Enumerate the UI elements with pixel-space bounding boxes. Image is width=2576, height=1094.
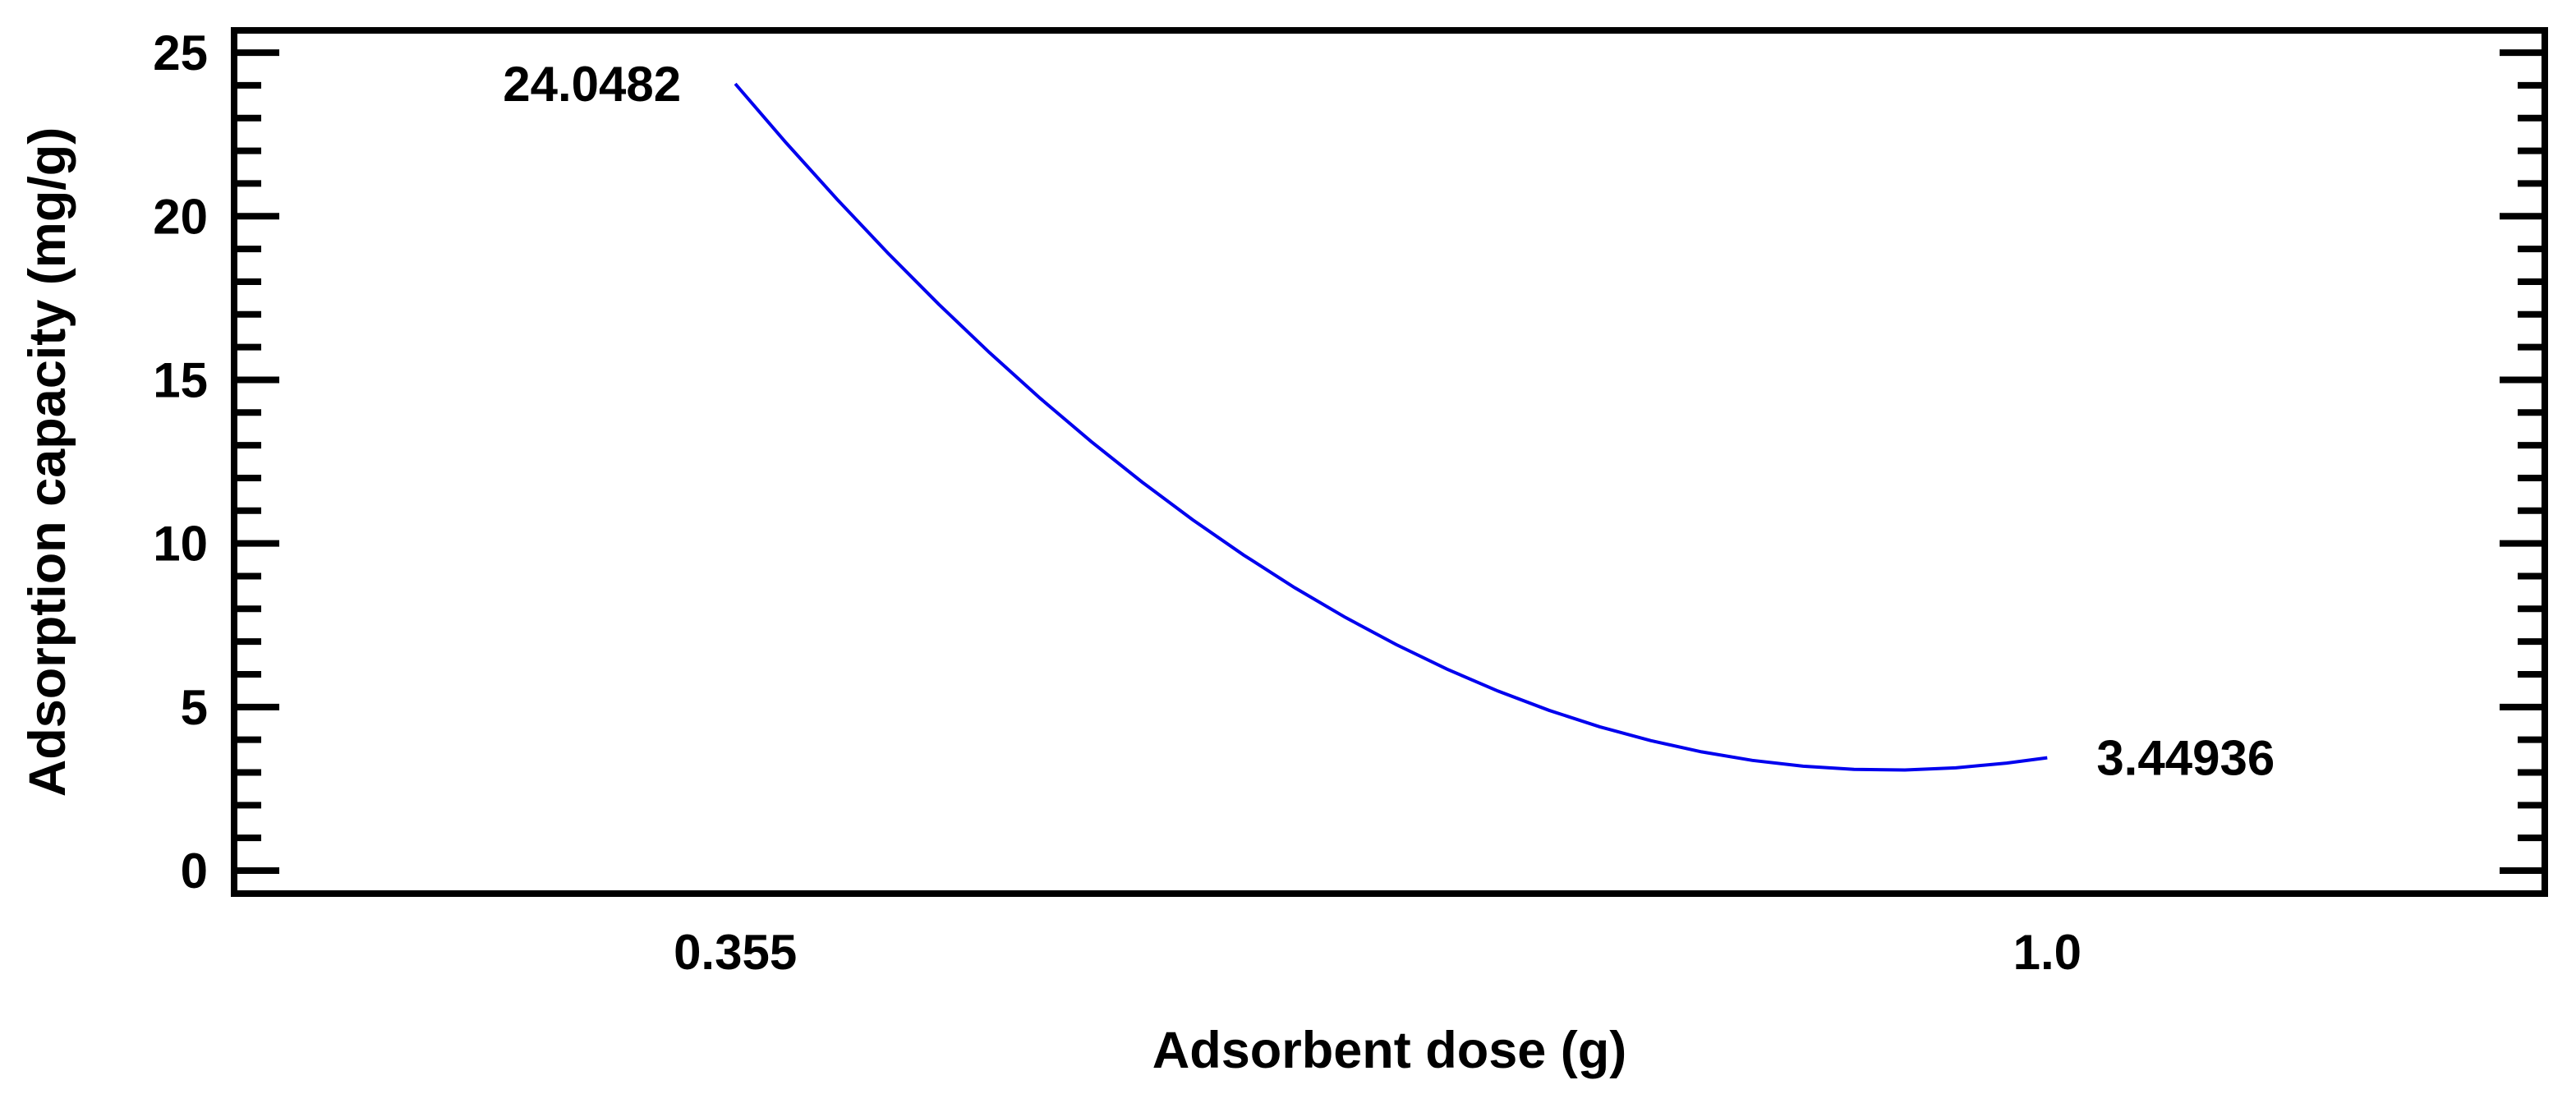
y-tick-label: 20 [153, 189, 208, 244]
x-tick-label-high: 1.0 [2013, 925, 2082, 980]
y-tick-label: 10 [153, 517, 208, 572]
curve-start-value-label: 24.0482 [503, 57, 681, 112]
y-axis-title: Adsorption capacity (mg/g) [19, 127, 76, 798]
curve-end-value-label: 3.44936 [2096, 731, 2275, 786]
y-tick-label: 15 [153, 352, 208, 407]
y-tick-label: 25 [153, 25, 208, 80]
y-tick-label: 0 [181, 843, 208, 899]
series-line [734, 82, 2048, 772]
x-axis-title: Adsorbent dose (g) [1152, 1022, 1627, 1079]
y-tick-label: 5 [181, 680, 208, 735]
x-tick-label-low: 0.355 [674, 925, 797, 980]
plot-frame [231, 27, 2548, 897]
